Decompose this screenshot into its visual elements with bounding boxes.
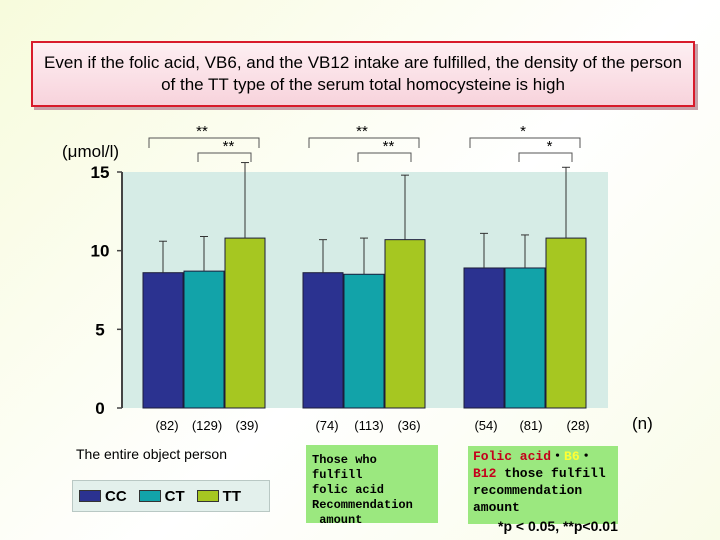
group-2-description: Those who fulfill folic acid Recommendat… bbox=[306, 445, 438, 527]
chart-title: Even if the folic acid, VB6, and the VB1… bbox=[31, 41, 695, 107]
bar bbox=[224, 237, 266, 409]
significance-bracket-inner bbox=[518, 152, 573, 162]
legend-item-cc: CC bbox=[79, 488, 127, 505]
legend-swatch bbox=[138, 490, 161, 502]
n-count-label: (129) bbox=[192, 418, 222, 433]
bar bbox=[463, 267, 505, 409]
significance-bracket-outer bbox=[469, 137, 581, 148]
group-2-line: Recommendation bbox=[312, 498, 413, 512]
legend: CC CT TT bbox=[72, 480, 270, 512]
y-tick-label: 15 bbox=[91, 163, 110, 182]
n-count-label: (74) bbox=[315, 418, 338, 433]
group-3-sep: ・ bbox=[579, 449, 593, 464]
legend-item-tt: TT bbox=[196, 487, 241, 505]
significance-marker-outer: ** bbox=[356, 123, 368, 140]
n-count-label: (113) bbox=[354, 418, 383, 433]
legend-swatch bbox=[79, 490, 101, 502]
n-count-label: (82) bbox=[155, 418, 178, 433]
group-2-line: amount bbox=[312, 513, 363, 527]
group-3-rest: those fulfill recommendation amount bbox=[473, 466, 606, 515]
n-count-label: (36) bbox=[397, 418, 420, 433]
significance-marker-inner: * bbox=[547, 138, 553, 155]
y-tick-label: 5 bbox=[95, 320, 104, 339]
significance-note: *p < 0.05, **p<0.01 bbox=[498, 518, 618, 534]
significance-marker-outer: ** bbox=[196, 123, 208, 140]
bar bbox=[384, 239, 426, 409]
group-1-description: The entire object person bbox=[76, 446, 227, 462]
bar bbox=[302, 272, 344, 409]
bar bbox=[504, 267, 546, 409]
n-count-label: (54) bbox=[474, 418, 497, 433]
group-2-line: Those who fulfill bbox=[312, 453, 377, 482]
legend-item-ct: CT bbox=[138, 487, 185, 505]
group-3-folic: Folic acid bbox=[473, 449, 552, 464]
significance-bracket-inner bbox=[197, 152, 252, 162]
bar bbox=[142, 272, 184, 409]
group-2-line: folic acid bbox=[312, 483, 385, 497]
n-count-label: (81) bbox=[519, 418, 542, 433]
significance-marker-inner: ** bbox=[223, 138, 235, 155]
y-tick-label: 0 bbox=[95, 399, 104, 418]
bar bbox=[545, 237, 587, 409]
group-3-b6: B6 bbox=[564, 449, 580, 464]
group-3-sep: ・ bbox=[551, 449, 565, 464]
legend-swatch bbox=[196, 490, 219, 502]
n-count-label: (39) bbox=[235, 418, 258, 433]
n-label: (n) bbox=[632, 414, 653, 433]
significance-marker-outer: * bbox=[520, 123, 526, 140]
y-axis-unit: (μmol/l) bbox=[62, 142, 120, 161]
bar bbox=[343, 273, 385, 409]
significance-bracket-outer bbox=[148, 137, 260, 148]
significance-marker-inner: ** bbox=[383, 138, 395, 155]
n-count-label: (28) bbox=[566, 418, 589, 433]
bar bbox=[183, 270, 225, 409]
group-3-b12: B12 bbox=[473, 466, 497, 481]
legend-label: CT bbox=[164, 487, 185, 505]
legend-label: CC bbox=[105, 487, 127, 505]
y-tick-label: 10 bbox=[91, 242, 110, 261]
significance-bracket-outer bbox=[308, 137, 420, 148]
legend-label: TT bbox=[222, 487, 241, 505]
group-3-description: Folic acid・B6・ B12 those fulfill recommen… bbox=[468, 446, 618, 524]
significance-bracket-inner bbox=[357, 152, 412, 162]
